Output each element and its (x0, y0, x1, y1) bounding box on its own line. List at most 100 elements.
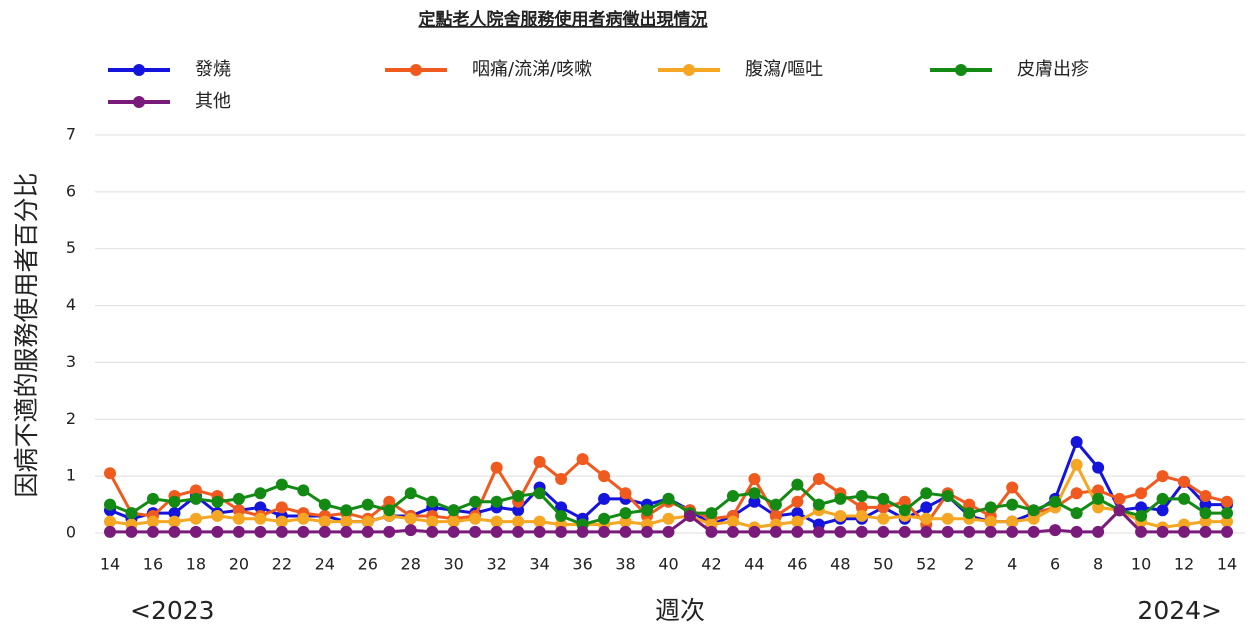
point (1070, 487, 1083, 500)
point (512, 515, 525, 528)
point (941, 512, 954, 525)
point (168, 525, 181, 538)
x-tick-label: 32 (486, 555, 506, 574)
point (447, 515, 460, 528)
point (855, 501, 868, 514)
point (1221, 515, 1233, 528)
point (297, 525, 310, 538)
point (1006, 481, 1019, 494)
point (898, 504, 911, 517)
point (576, 453, 589, 466)
x-tick-label: 20 (229, 555, 249, 574)
point (963, 507, 976, 520)
point (1156, 504, 1169, 517)
y-tick-label: 0 (66, 523, 76, 542)
point (1006, 525, 1019, 538)
point (533, 525, 546, 538)
point (404, 524, 417, 537)
point (533, 487, 546, 500)
point (104, 515, 116, 528)
y-tick-label: 4 (66, 295, 76, 314)
point (641, 525, 654, 538)
x-tick-label: 18 (186, 555, 206, 574)
x-tick-label: 12 (1174, 555, 1194, 574)
point (984, 515, 997, 528)
point (146, 515, 159, 528)
legend-label: 發燒 (195, 59, 231, 80)
point (834, 509, 847, 522)
point (812, 472, 825, 485)
point (125, 525, 138, 538)
point (1070, 436, 1083, 449)
point (125, 507, 138, 520)
legend-label: 其他 (195, 91, 231, 112)
chart-title: 定點老人院舍服務使用者病徵出現情況 (419, 9, 708, 30)
point (920, 487, 933, 500)
point (512, 490, 525, 503)
point (340, 525, 353, 538)
point (705, 525, 718, 538)
point (683, 509, 696, 522)
point (748, 495, 761, 508)
point (705, 507, 718, 520)
point (361, 525, 374, 538)
point (1199, 498, 1212, 511)
point (576, 525, 589, 538)
point (469, 512, 482, 525)
x-tick-label: 44 (744, 555, 764, 574)
point (1156, 470, 1169, 483)
point (232, 504, 245, 517)
point (361, 498, 374, 511)
point (877, 492, 890, 505)
point (619, 515, 632, 528)
point (898, 495, 911, 508)
point (1006, 498, 1019, 511)
point (1178, 475, 1191, 488)
point (254, 501, 267, 514)
legend-dot (133, 64, 145, 76)
y-tick-label: 3 (66, 352, 76, 371)
point (619, 487, 632, 500)
point (232, 492, 245, 505)
point (791, 478, 804, 491)
x-tick-label: 14 (100, 555, 120, 574)
point (1135, 509, 1148, 522)
point (1135, 487, 1148, 500)
point (1027, 504, 1040, 517)
point (1221, 495, 1233, 508)
x-tick-label: 46 (787, 555, 807, 574)
point (855, 525, 868, 538)
point (1156, 525, 1169, 538)
point (920, 525, 933, 538)
point (1156, 492, 1169, 505)
point (1092, 461, 1105, 474)
point (1113, 504, 1126, 517)
point (383, 525, 396, 538)
point (447, 525, 460, 538)
point (1070, 507, 1083, 520)
point (490, 461, 503, 474)
point (104, 467, 116, 480)
start-label: <2023 (130, 596, 215, 625)
point (662, 512, 675, 525)
point (598, 525, 611, 538)
point (791, 525, 804, 538)
point (941, 525, 954, 538)
point (726, 490, 739, 503)
point (1199, 507, 1212, 520)
point (340, 504, 353, 517)
point (426, 515, 439, 528)
point (275, 501, 288, 514)
x-tick-label: 8 (1093, 555, 1103, 574)
x-tick-label: 52 (916, 555, 936, 574)
y-tick-label: 5 (66, 238, 76, 257)
point (877, 512, 890, 525)
point (104, 525, 116, 538)
point (555, 509, 568, 522)
point (791, 495, 804, 508)
x-tick-label: 10 (1131, 555, 1151, 574)
point (383, 504, 396, 517)
point (662, 492, 675, 505)
point (791, 507, 804, 520)
point (555, 472, 568, 485)
